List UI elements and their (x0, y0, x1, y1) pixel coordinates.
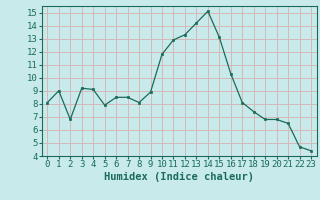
X-axis label: Humidex (Indice chaleur): Humidex (Indice chaleur) (104, 172, 254, 182)
